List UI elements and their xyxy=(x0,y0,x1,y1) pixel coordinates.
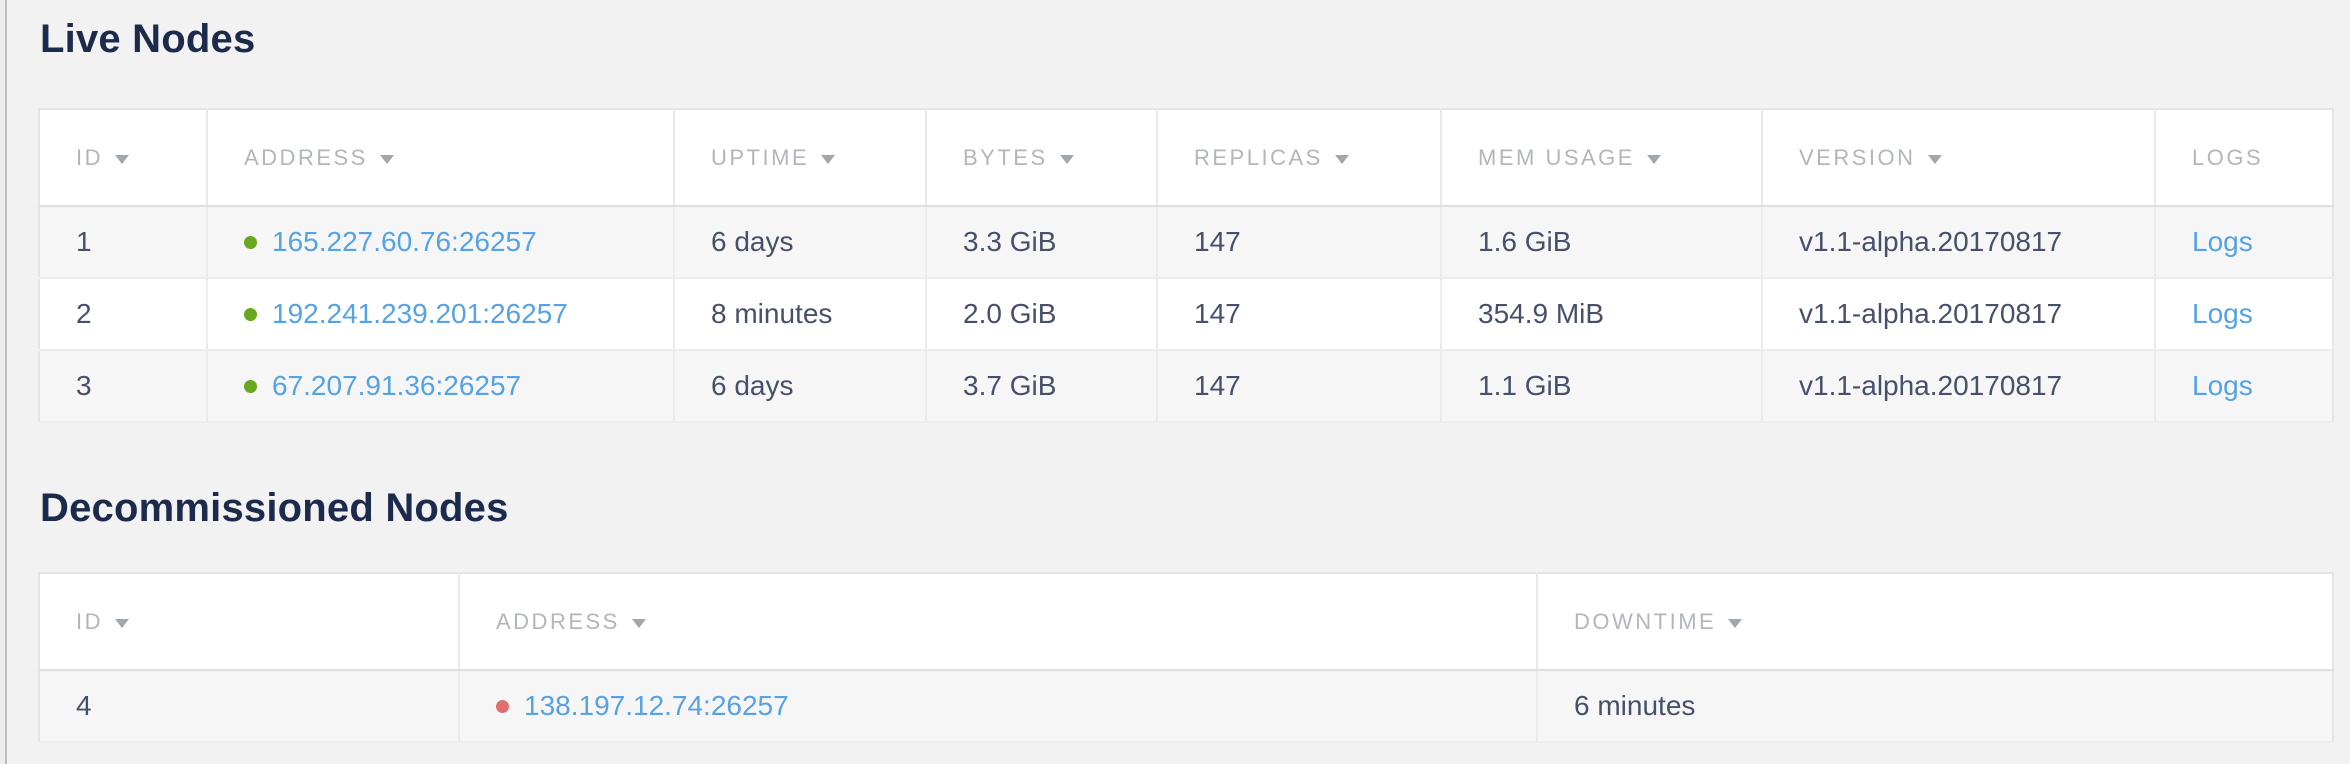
column-header-label: VERSION xyxy=(1799,144,1916,170)
column-header-label: ADDRESS xyxy=(496,608,620,634)
node-version-cell: v1.1-alpha.20170817 xyxy=(1761,206,2155,279)
table-row-node-4: 4 138.197.12.74:26257 6 minutes xyxy=(39,670,2333,743)
node-id-cell: 2 xyxy=(39,278,207,351)
sort-arrow-icon xyxy=(631,618,646,628)
sort-arrow-icon xyxy=(821,154,836,164)
node-mem-usage-cell: 1.1 GiB xyxy=(1440,350,1762,423)
node-bytes-cell: 3.7 GiB xyxy=(925,350,1157,423)
column-header-label: DOWNTIME xyxy=(1574,608,1717,634)
node-decommissioned-status-icon xyxy=(496,700,509,713)
sort-arrow-icon xyxy=(1334,154,1349,164)
decommissioned-nodes-table: ID ADDRESS DOWNTIME 4 138.197.12.74:2625… xyxy=(38,572,2334,743)
sort-arrow-icon xyxy=(1646,154,1661,164)
node-address-link[interactable]: 192.241.239.201:26257 xyxy=(272,298,568,329)
node-address-cell: 67.207.91.36:26257 xyxy=(206,350,674,423)
node-bytes-cell: 2.0 GiB xyxy=(925,278,1157,351)
sort-arrow-icon xyxy=(1927,154,1942,164)
sort-arrow-icon xyxy=(1728,618,1743,628)
node-replicas-cell: 147 xyxy=(1156,350,1441,423)
column-header-label: REPLICAS xyxy=(1194,144,1323,170)
sort-arrow-icon xyxy=(115,618,129,628)
table-row-node-3: 3 67.207.91.36:26257 6 days 3.7 GiB 147 … xyxy=(39,350,2333,423)
node-bytes-cell: 3.3 GiB xyxy=(925,206,1157,279)
column-header-label: UPTIME xyxy=(711,144,810,170)
node-version-cell: v1.1-alpha.20170817 xyxy=(1761,278,2155,351)
node-logs-link[interactable]: Logs xyxy=(2192,370,2253,401)
column-header-downtime[interactable]: DOWNTIME xyxy=(1536,573,2333,671)
node-logs-link[interactable]: Logs xyxy=(2192,298,2253,329)
node-address-link[interactable]: 165.227.60.76:26257 xyxy=(272,226,537,257)
node-replicas-cell: 147 xyxy=(1156,206,1441,279)
live-nodes-section: Live Nodes ID ADDRESS UPTIME BYTES REPLI… xyxy=(38,16,2350,423)
table-row-node-2: 2 192.241.239.201:26257 8 minutes 2.0 Gi… xyxy=(39,278,2333,351)
node-live-status-icon xyxy=(244,236,257,249)
node-logs-cell: Logs xyxy=(2154,350,2333,423)
column-header-uptime[interactable]: UPTIME xyxy=(673,109,926,207)
sort-arrow-icon xyxy=(379,154,394,164)
live-nodes-header-row: ID ADDRESS UPTIME BYTES REPLICAS MEM USA… xyxy=(39,109,2333,207)
node-uptime-cell: 8 minutes xyxy=(673,278,926,351)
live-nodes-table: ID ADDRESS UPTIME BYTES REPLICAS MEM USA… xyxy=(38,108,2334,423)
node-logs-cell: Logs xyxy=(2154,206,2333,279)
node-address-link[interactable]: 138.197.12.74:26257 xyxy=(524,690,789,721)
column-header-version[interactable]: VERSION xyxy=(1761,109,2155,207)
node-downtime-cell: 6 minutes xyxy=(1536,670,2333,743)
node-replicas-cell: 147 xyxy=(1156,278,1441,351)
column-header-label: ID xyxy=(76,608,103,634)
table-row-node-1: 1 165.227.60.76:26257 6 days 3.3 GiB 147… xyxy=(39,206,2333,279)
column-header-address[interactable]: ADDRESS xyxy=(206,109,674,207)
column-header-id[interactable]: ID xyxy=(39,109,207,207)
sort-arrow-icon xyxy=(1059,154,1074,164)
column-header-logs: LOGS xyxy=(2154,109,2333,207)
window-left-border xyxy=(0,0,7,764)
column-header-label: ID xyxy=(76,144,103,170)
node-id-cell: 4 xyxy=(39,670,459,743)
column-header-mem-usage[interactable]: MEM USAGE xyxy=(1440,109,1762,207)
sort-arrow-icon xyxy=(115,154,129,164)
node-mem-usage-cell: 354.9 MiB xyxy=(1440,278,1762,351)
decommissioned-nodes-title: Decommissioned Nodes xyxy=(40,486,509,530)
node-version-cell: v1.1-alpha.20170817 xyxy=(1761,350,2155,423)
node-uptime-cell: 6 days xyxy=(673,206,926,279)
column-header-label: BYTES xyxy=(963,144,1048,170)
column-header-id[interactable]: ID xyxy=(39,573,459,671)
node-logs-link[interactable]: Logs xyxy=(2192,226,2253,257)
decommissioned-nodes-section: Decommissioned Nodes ID ADDRESS DOWNTIME… xyxy=(38,485,2350,743)
live-nodes-title: Live Nodes xyxy=(40,17,256,61)
node-address-link[interactable]: 67.207.91.36:26257 xyxy=(272,370,522,401)
column-header-replicas[interactable]: REPLICAS xyxy=(1156,109,1441,207)
node-id-cell: 1 xyxy=(39,206,207,279)
node-address-cell: 165.227.60.76:26257 xyxy=(206,206,674,279)
column-header-label: MEM USAGE xyxy=(1478,144,1635,170)
column-header-label: ADDRESS xyxy=(244,144,368,170)
node-live-status-icon xyxy=(244,380,257,393)
node-logs-cell: Logs xyxy=(2154,278,2333,351)
node-mem-usage-cell: 1.6 GiB xyxy=(1440,206,1762,279)
node-live-status-icon xyxy=(244,308,257,321)
decommissioned-header-row: ID ADDRESS DOWNTIME xyxy=(39,573,2333,671)
column-header-bytes[interactable]: BYTES xyxy=(925,109,1157,207)
node-id-cell: 3 xyxy=(39,350,207,423)
node-address-cell: 192.241.239.201:26257 xyxy=(206,278,674,351)
node-uptime-cell: 6 days xyxy=(673,350,926,423)
nodes-overview-page: Live Nodes ID ADDRESS UPTIME BYTES REPLI… xyxy=(38,16,2350,743)
column-header-address[interactable]: ADDRESS xyxy=(458,573,1537,671)
column-header-label: LOGS xyxy=(2192,144,2264,170)
node-address-cell: 138.197.12.74:26257 xyxy=(458,670,1537,743)
